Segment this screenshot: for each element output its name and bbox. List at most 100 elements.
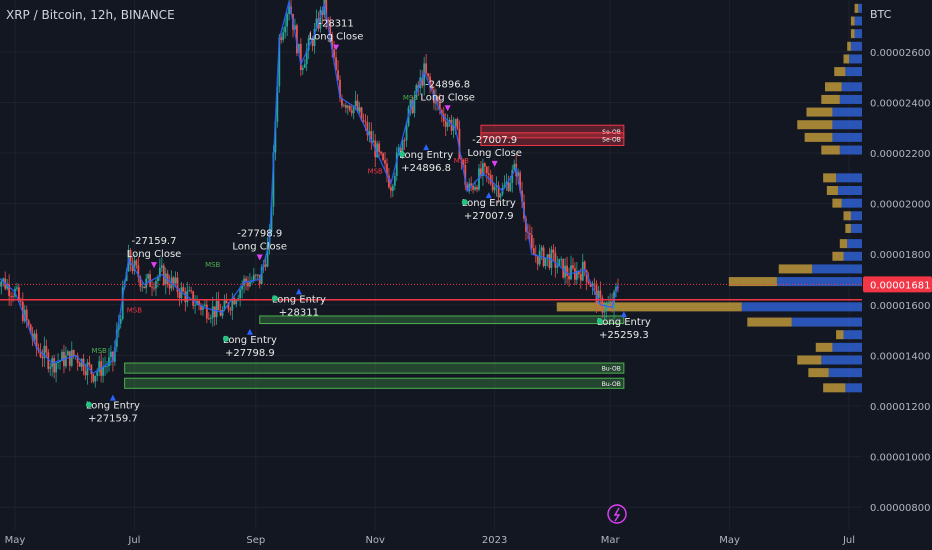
- candle-body: [166, 273, 169, 285]
- long-entry-label: +24896.8: [401, 163, 451, 174]
- long-entry-label: +28311: [279, 307, 319, 318]
- volume-bar-down: [845, 67, 862, 77]
- x-tick-label: May: [5, 535, 26, 546]
- volume-bar-up: [834, 67, 846, 77]
- candle-body: [589, 283, 592, 287]
- candle-body: [35, 333, 38, 348]
- candle-body: [59, 361, 61, 363]
- msb-label: MSB: [92, 347, 107, 355]
- candle-body: [346, 105, 349, 108]
- candle-body: [532, 248, 535, 255]
- long-close-label: Long Close: [420, 92, 475, 103]
- candle-body: [538, 250, 541, 265]
- volume-bar-up: [836, 330, 844, 340]
- volume-bar-up: [747, 317, 792, 327]
- candle-body: [476, 187, 478, 190]
- candle-body: [615, 286, 617, 292]
- candle-body: [194, 304, 197, 306]
- x-tick-label: 2023: [482, 535, 507, 546]
- candle-body: [301, 67, 304, 71]
- candle-body: [10, 295, 12, 297]
- candle-body: [303, 64, 306, 68]
- y-tick-label: 0.00000800: [870, 503, 930, 514]
- volume-bar-down: [841, 198, 862, 208]
- candle-body: [43, 345, 46, 359]
- candle-body: [511, 169, 514, 183]
- candle-body: [448, 119, 451, 123]
- candle-body: [480, 168, 482, 176]
- order-block-label: Bu-OB: [602, 366, 621, 373]
- y-tick-label: 0.00002200: [870, 149, 930, 160]
- candle-body: [605, 303, 608, 311]
- volume-bar-up: [806, 107, 833, 117]
- candle-body: [572, 265, 574, 269]
- candle-body: [370, 131, 373, 143]
- long-entry-label: Long Entry: [462, 198, 516, 209]
- volume-bar-down: [812, 264, 862, 274]
- volume-bar-down: [832, 120, 862, 130]
- candle-body: [585, 270, 588, 282]
- candle-body: [39, 350, 42, 357]
- candle-body: [499, 194, 502, 198]
- candle-body: [76, 355, 79, 363]
- candle-body: [61, 351, 63, 362]
- volume-bar-up: [847, 41, 851, 51]
- volume-bar-up: [804, 132, 833, 142]
- current-price-tag: [863, 276, 932, 293]
- long-close-marker: [333, 44, 340, 51]
- y-tick-label: 0.00001800: [870, 250, 930, 261]
- msb-label: MSB: [127, 306, 142, 314]
- candle-body: [391, 185, 394, 191]
- candle-body: [617, 286, 619, 288]
- volume-bar-down: [836, 173, 862, 183]
- candle-body: [119, 318, 122, 324]
- candle-body: [190, 290, 193, 292]
- candle-body: [546, 254, 549, 258]
- candle-body: [487, 173, 490, 175]
- candle-body: [393, 175, 396, 186]
- candle-body: [581, 261, 584, 281]
- candle-body: [507, 181, 510, 191]
- volume-bar-up: [850, 29, 855, 39]
- candle-body: [12, 296, 14, 298]
- candle-body: [80, 358, 83, 367]
- volume-bar-up: [797, 355, 822, 365]
- candle-body: [438, 101, 441, 111]
- candle-body: [403, 139, 406, 141]
- candle-body: [372, 140, 375, 143]
- candle-body: [599, 290, 602, 298]
- volume-bar-down: [850, 211, 862, 221]
- volume-bar-up: [556, 302, 742, 312]
- candle-body: [552, 249, 555, 253]
- volume-bar-up: [843, 54, 850, 64]
- volume-bar-down: [828, 368, 862, 378]
- candle-body: [389, 187, 392, 191]
- candle-body: [66, 351, 69, 356]
- candle-body: [164, 273, 167, 285]
- currency-label: BTC: [870, 8, 892, 21]
- candle-body: [397, 147, 400, 153]
- candle-body: [16, 287, 18, 289]
- candle-body: [104, 366, 106, 368]
- msb-label: MSB: [403, 94, 418, 102]
- candle-body: [554, 252, 557, 268]
- volume-bar-down: [832, 132, 862, 142]
- long-entry-label: +27007.9: [464, 211, 514, 222]
- candle-body: [241, 285, 243, 290]
- candle-body: [470, 183, 473, 186]
- y-tick-label: 0.00001000: [870, 453, 930, 464]
- volume-bar-down: [841, 82, 862, 92]
- volume-bar-up: [808, 368, 829, 378]
- candle-body: [558, 258, 561, 266]
- candle-body: [254, 274, 257, 276]
- candle-body: [280, 37, 283, 40]
- candle-body: [485, 166, 488, 174]
- signal-dot: [85, 401, 92, 408]
- candle-body: [577, 270, 580, 275]
- candle-body: [574, 268, 576, 280]
- y-tick-label: 0.00001600: [870, 301, 930, 312]
- candle-body: [70, 350, 73, 366]
- order-block: [124, 362, 625, 374]
- candle-body: [579, 274, 582, 281]
